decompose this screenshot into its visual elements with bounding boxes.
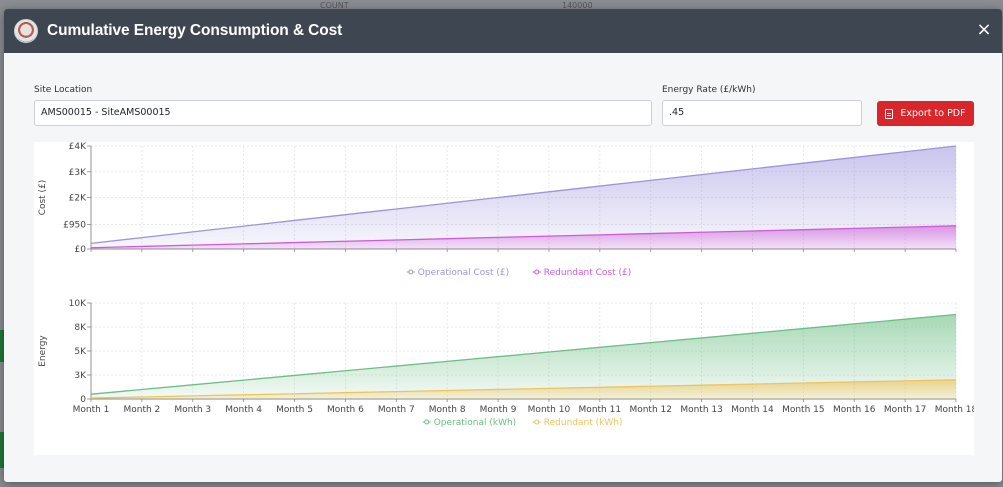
modal-body: Site Location AMS00015 - SiteAMS00015 En… xyxy=(4,53,1002,482)
chart-panel: £0 £950 £2K £3K £4K Cost (£) Operational Cost … xyxy=(34,142,978,455)
cost-line-series-2 xyxy=(90,225,957,249)
energy-x-tick-label: Month 18 xyxy=(935,405,974,415)
energy-x-tick-label: Month 2 xyxy=(123,405,160,415)
company-logo-icon xyxy=(14,19,38,43)
pdf-file-icon xyxy=(885,108,894,119)
charts-svg: £0 £950 £2K £3K £4K Cost (£) Operational Cost … xyxy=(38,142,978,428)
close-button[interactable]: × xyxy=(976,19,992,40)
energy-x-tick-label: Month 13 xyxy=(680,405,723,415)
energy-y-tick-label: 3K xyxy=(74,371,87,381)
energy-legend-label: Operational (kWh) xyxy=(434,418,517,428)
cost-area-series-1 xyxy=(91,146,956,249)
cost-y-tick-label: £950 xyxy=(63,221,86,231)
energy-x-tick-label: Month 11 xyxy=(579,405,622,415)
modal-title: Cumulative Energy Consumption & Cost xyxy=(47,22,343,39)
energy-legend-label: Redundant (kWh) xyxy=(544,418,623,428)
energy-x-tick-label: Month 14 xyxy=(731,405,774,415)
energy-legend-marker-dot xyxy=(534,419,540,425)
background-count-label: COUNT xyxy=(320,1,349,10)
energy-x-tick-label: Month 17 xyxy=(884,405,927,415)
energy-x-tick-label: Month 8 xyxy=(429,405,466,415)
energy-x-tick-label: Month 15 xyxy=(782,405,825,415)
energy-x-tick-label: Month 1 xyxy=(73,405,110,415)
cost-legend-label: Redundant Cost (£) xyxy=(544,268,631,278)
cost-legend-marker-dot xyxy=(534,269,540,275)
energy-x-tick-label: Month 16 xyxy=(833,405,876,415)
export-pdf-button[interactable]: Export to PDF xyxy=(877,101,974,126)
energy-modal: Cumulative Energy Consumption & Cost × S… xyxy=(4,9,1002,482)
energy-area-series-1 xyxy=(91,314,956,399)
energy-legend-marker-dot xyxy=(424,419,430,425)
cost-y-tick-label: £4K xyxy=(69,142,87,152)
energy-x-tick-label: Month 3 xyxy=(174,405,211,415)
site-location-label: Site Location xyxy=(34,85,93,95)
cost-legend-label: Operational Cost (£) xyxy=(418,268,509,278)
energy-line-series-1 xyxy=(90,313,957,395)
energy-x-tick-label: Month 10 xyxy=(528,405,571,415)
energy-x-tick-label: Month 6 xyxy=(327,405,364,415)
site-location-select[interactable]: AMS00015 - SiteAMS00015 xyxy=(34,100,652,126)
cost-y-axis-title: Cost (£) xyxy=(38,180,48,216)
energy-x-tick-label: Month 7 xyxy=(378,405,415,415)
cost-y-tick-label: £2K xyxy=(69,194,87,204)
cost-legend-marker-dot xyxy=(408,269,414,275)
modal-header: Cumulative Energy Consumption & Cost × xyxy=(4,9,1002,53)
energy-y-tick-label: 0 xyxy=(80,395,86,405)
energy-x-tick-label: Month 5 xyxy=(276,405,313,415)
energy-y-tick-label: 10K xyxy=(69,299,87,309)
export-pdf-label: Export to PDF xyxy=(900,108,966,119)
energy-x-tick-label: Month 9 xyxy=(480,405,517,415)
energy-y-tick-label: 5K xyxy=(74,347,87,357)
energy-y-axis-title: Energy xyxy=(38,335,48,367)
cost-line-series-1 xyxy=(90,145,957,244)
energy-rate-input[interactable]: .45 xyxy=(662,100,862,126)
energy-rate-label: Energy Rate (£/kWh) xyxy=(662,85,756,95)
background-value-label: 140000 xyxy=(562,1,593,10)
energy-line-series-2 xyxy=(90,379,957,399)
cost-y-tick-label: £0 xyxy=(75,245,87,255)
energy-x-tick-label: Month 12 xyxy=(629,405,672,415)
energy-y-tick-label: 8K xyxy=(74,323,87,333)
energy-x-tick-label: Month 4 xyxy=(225,405,262,415)
cost-y-tick-label: £3K xyxy=(69,168,87,178)
